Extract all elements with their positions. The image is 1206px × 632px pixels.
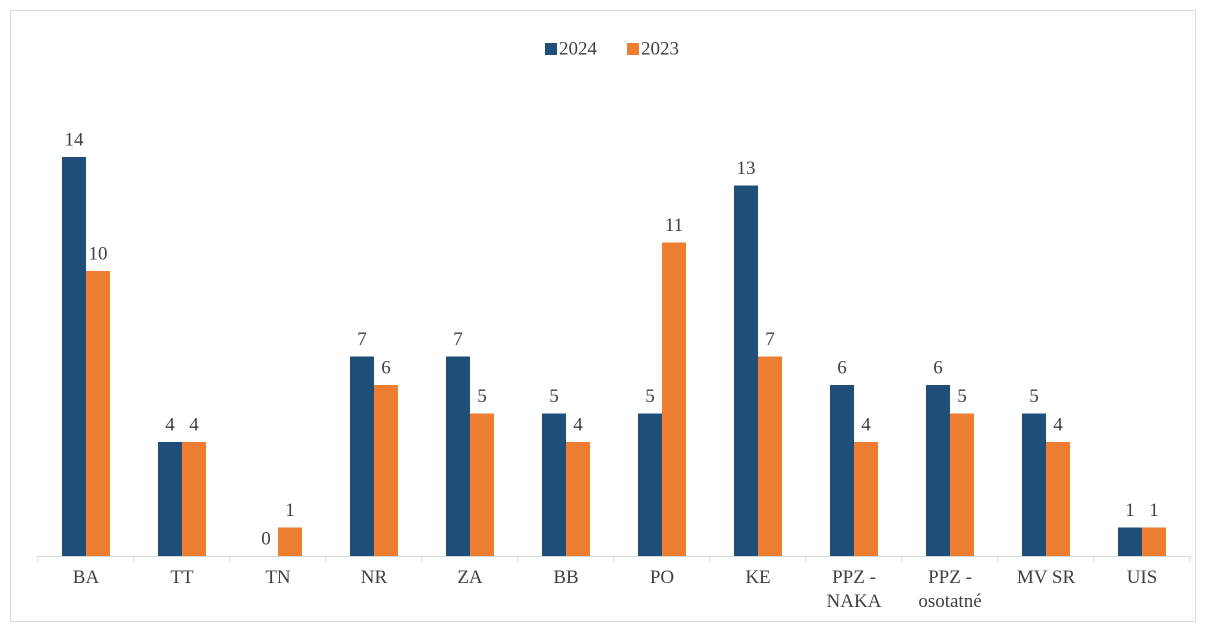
bar — [638, 413, 662, 556]
bar — [86, 271, 110, 556]
data-label: 0 — [261, 528, 271, 549]
bar — [374, 385, 398, 556]
bar — [1022, 413, 1046, 556]
bar — [278, 527, 302, 556]
x-tick-label: TN — [265, 567, 291, 588]
x-tick-label: PPZ - NAKA — [826, 567, 882, 612]
bar — [158, 442, 182, 556]
bar — [62, 157, 86, 556]
data-label: 13 — [737, 158, 756, 179]
bar — [566, 442, 590, 556]
bar — [950, 413, 974, 556]
data-label: 1 — [1149, 500, 1159, 521]
legend-label: 2024 — [559, 38, 598, 59]
data-label: 7 — [765, 329, 775, 350]
bar — [926, 385, 950, 556]
bar — [1118, 527, 1142, 556]
data-label: 1 — [285, 500, 295, 521]
legend-swatch — [627, 43, 639, 55]
data-label: 4 — [1053, 414, 1063, 435]
data-label: 6 — [837, 357, 847, 378]
data-label: 6 — [381, 357, 391, 378]
data-label: 5 — [549, 386, 559, 407]
data-label: 14 — [65, 129, 85, 150]
data-label: 1 — [1125, 500, 1135, 521]
x-tick-label: BB — [553, 567, 579, 588]
x-tick-label: TT — [170, 567, 194, 588]
bar — [446, 356, 470, 556]
x-tick-label: KE — [745, 567, 771, 588]
data-label: 5 — [1029, 386, 1039, 407]
data-label: 4 — [189, 414, 199, 435]
bar — [542, 413, 566, 556]
data-label: 7 — [453, 329, 463, 350]
bar — [854, 442, 878, 556]
bar — [1046, 442, 1070, 556]
x-tick-label: PPZ - osotatné — [918, 567, 982, 612]
bar — [1142, 527, 1166, 556]
bar — [662, 242, 686, 556]
x-tick-label: UIS — [1126, 567, 1158, 588]
data-label: 10 — [89, 243, 108, 264]
bar — [734, 185, 758, 556]
legend-swatch — [545, 43, 557, 55]
data-label: 11 — [665, 215, 683, 236]
x-tick-label: NR — [360, 567, 388, 588]
data-label: 4 — [861, 414, 871, 435]
x-tick-label: BA — [72, 567, 100, 588]
legend-label: 2023 — [641, 38, 679, 59]
data-label: 4 — [165, 414, 175, 435]
bar — [350, 356, 374, 556]
bar — [182, 442, 206, 556]
x-tick-label: MV SR — [1016, 567, 1076, 588]
x-tick-label: ZA — [457, 567, 483, 588]
bar — [758, 356, 782, 556]
x-tick-label: PO — [649, 567, 675, 588]
data-label: 7 — [357, 329, 367, 350]
data-label: 5 — [477, 386, 487, 407]
chart-border — [10, 10, 1196, 622]
data-label: 5 — [645, 386, 655, 407]
bar — [830, 385, 854, 556]
data-label: 4 — [573, 414, 583, 435]
data-label: 5 — [957, 386, 967, 407]
bar — [470, 413, 494, 556]
data-label: 6 — [933, 357, 943, 378]
